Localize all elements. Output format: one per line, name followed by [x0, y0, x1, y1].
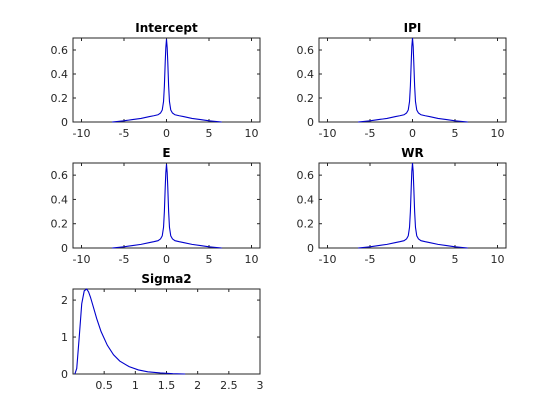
x-tick-label: 1 [132, 379, 139, 392]
y-tick-label: 0.6 [51, 44, 69, 57]
x-tick-label: 10 [245, 127, 259, 140]
x-tick-label: 5 [452, 253, 459, 266]
x-tick-label: 5 [206, 127, 213, 140]
axes-box [318, 162, 507, 249]
y-tick-label: 0 [61, 242, 68, 255]
x-tick-label: -5 [119, 253, 130, 266]
y-tick-label: 0.2 [297, 92, 315, 105]
x-tick-label: -5 [365, 253, 376, 266]
y-tick-label: 2 [61, 294, 68, 307]
y-tick-label: 0.6 [51, 169, 69, 182]
x-tick-label: 5 [206, 253, 213, 266]
x-tick-label: -10 [319, 253, 337, 266]
y-tick-label: 1 [61, 331, 68, 344]
x-tick-label: 2 [194, 379, 201, 392]
density-line [358, 162, 468, 249]
x-tick-label: 0.5 [95, 379, 113, 392]
subplot-title: E [162, 146, 170, 160]
subplot-title: WR [401, 146, 423, 160]
density-line [112, 39, 222, 123]
subplot-title: Sigma2 [141, 272, 191, 286]
y-tick-label: 0.4 [51, 193, 69, 206]
y-tick-label: 0 [61, 368, 68, 381]
x-tick-label: 0 [409, 127, 416, 140]
density-line [112, 164, 222, 249]
axes-box [318, 37, 507, 123]
y-tick-label: 0.4 [51, 68, 69, 81]
y-tick-label: 0.6 [297, 169, 315, 182]
y-tick-label: 0 [61, 116, 68, 129]
x-tick-label: -10 [73, 127, 91, 140]
subplot-title: IPI [404, 21, 422, 35]
subplot-intercept: Intercept -10 -5 0 5 10 0 0.2 0.4 0.6 [51, 21, 261, 140]
y-tick-label: 0.2 [51, 92, 69, 105]
x-tick-label: 0 [163, 127, 170, 140]
y-tick-label: 0 [307, 242, 314, 255]
x-tick-label: 2.5 [220, 379, 238, 392]
axes-box [72, 162, 261, 249]
y-tick-label: 0.2 [51, 218, 69, 231]
x-tick-label: 0 [409, 253, 416, 266]
subplot-ipi: IPI -10 -5 0 5 10 0 0.2 0.4 0.6 [297, 21, 507, 140]
density-line [74, 288, 186, 375]
x-tick-label: -5 [119, 127, 130, 140]
y-tick-label: 0 [307, 116, 314, 129]
x-tick-label: 5 [452, 127, 459, 140]
x-tick-label: 10 [245, 253, 259, 266]
x-tick-label: 10 [491, 127, 505, 140]
y-tick-label: 0.4 [297, 193, 315, 206]
y-tick-label: 0.2 [297, 218, 315, 231]
density-line [358, 37, 468, 123]
x-tick-label: -5 [365, 127, 376, 140]
y-tick-label: 0.6 [297, 44, 315, 57]
x-tick-label: 3 [257, 379, 264, 392]
x-tick-label: 1.5 [158, 379, 176, 392]
axes-box [72, 288, 261, 375]
x-tick-label: 10 [491, 253, 505, 266]
x-tick-label: -10 [319, 127, 337, 140]
y-tick-label: 0.4 [297, 68, 315, 81]
axes-box [72, 37, 261, 123]
x-tick-label: 0 [163, 253, 170, 266]
subplot-e: E -10 -5 0 5 10 0 0.2 0.4 0.6 [51, 146, 261, 266]
subplot-wr: WR -10 -5 0 5 10 0 0.2 0.4 0.6 [297, 146, 507, 266]
x-tick-label: -10 [73, 253, 91, 266]
subplot-title: Intercept [135, 21, 198, 35]
subplot-sigma2: Sigma2 0.5 1 1.5 2 2.5 3 0 1 2 [61, 272, 264, 392]
